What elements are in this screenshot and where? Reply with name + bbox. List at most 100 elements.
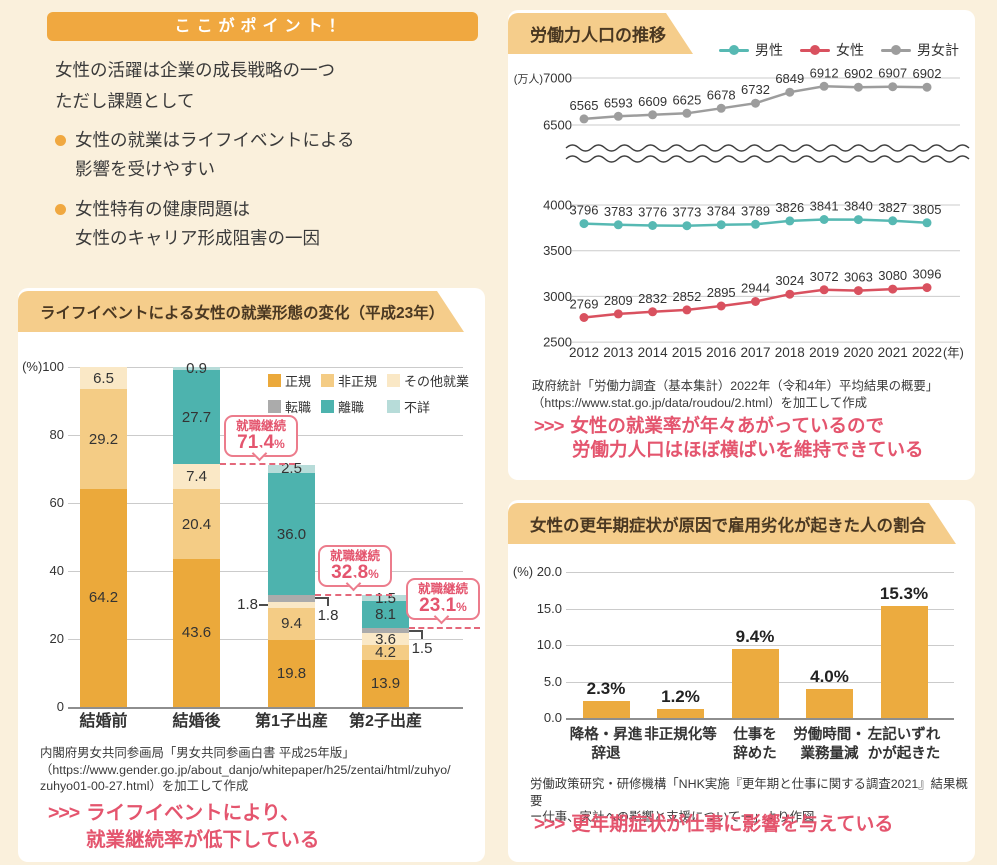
callout-value: 32.8% [331,562,379,583]
bar [731,649,779,718]
label-connector [409,630,422,632]
bar-segment-その他就業 [268,601,315,608]
svg-text:2012: 2012 [569,345,599,360]
arrow-icon: >>> [534,814,565,835]
legend-label: 不詳 [404,400,431,415]
bar [582,701,630,718]
svg-text:3000: 3000 [543,289,572,304]
svg-text:6912: 6912 [810,65,839,80]
svg-text:6732: 6732 [741,82,770,97]
category-label: 左記いずれ かが起きた [867,727,941,762]
svg-text:6678: 6678 [707,87,736,102]
bar-segment-離職 [173,370,220,465]
legend-item-女性: 女性 [800,40,864,60]
svg-text:3500: 3500 [543,243,572,258]
labor-conclusion: >>> 女性の就業率が年々あがっているので 労働力人口はほぼ横ばいを維持できている [534,414,924,462]
bar-segment-非正規 [268,607,315,640]
bullet-text: 女性特有の健康問題は 女性のキャリア形成阻害の一因 [75,199,320,248]
category-label: 降格・昇進 辞退 [569,727,643,762]
continuation-dashed-line [409,627,480,630]
bar-segment-離職 [362,600,409,629]
y-tick-label: (%) 20.0 [512,564,562,579]
svg-text:6593: 6593 [604,95,633,110]
menopause-bar-chart: (%) 20.0 15.0 10.0 5.0 0.0 2.3% 降格・昇進 辞退 1.2% 非正… [508,500,975,862]
arrow-icon: >>> [534,415,564,436]
bar-segment-非正規 [80,389,127,489]
bullet-dot-icon [55,135,66,146]
bar-segment-その他就業 [80,367,127,390]
svg-text:2852: 2852 [672,289,701,304]
legend-label: 女性 [836,42,864,58]
bar-segment-非正規 [173,489,220,559]
key-points-panel: ここがポイント！ 女性の活躍は企業の成長戦略の一つ ただし課題として 女性の就業… [18,10,485,278]
bar-value-label: 2.3% [586,679,626,699]
callout-label: 就職継続 [329,549,380,563]
labor-conclusion-line2: 労働力人口はほぼ横ばいを維持できている [572,439,924,460]
y-tick-label: 60 [49,495,64,510]
employment-conclusion: >>> ライフイベントにより、 就業継続率が低下している [48,800,319,854]
category-label: 第2子出産 [349,713,422,730]
svg-text:3826: 3826 [775,200,804,215]
labor-legend: 男性 女性 男女計 [719,40,959,60]
svg-text:2018: 2018 [775,345,805,360]
legend-label: 男女計 [917,42,959,58]
svg-text:3783: 3783 [604,204,633,219]
points-bullet-list: 女性の就業はライフイベントによる 影響を受けやすい 女性特有の健康問題は 女性のキ… [55,126,354,264]
legend-item-正規: 正規 [268,371,311,390]
svg-text:2895: 2895 [707,285,736,300]
grid-line [566,572,954,573]
legend-item-その他就業: その他就業 [387,371,469,390]
svg-text:2014: 2014 [638,345,669,360]
svg-text:2809: 2809 [604,293,633,308]
svg-text:6902: 6902 [913,66,942,81]
y-tick-label: 20 [49,631,64,646]
svg-text:2500: 2500 [543,335,572,350]
labor-chart-svg: (万人)7000 6500 4000 3500 3000 2500 3796 3783 3776… [514,65,970,360]
menopause-source: 労働政策研究・研修機構「NHK実施『更年期と仕事に関する調査2021』結果概要 … [530,777,968,824]
y-tick-label: 0 [56,699,64,714]
bar-segment-正規 [268,639,315,707]
points-intro: 女性の活躍は企業の成長戦略の一つ ただし課題として [55,60,335,111]
legend-item-離職: 離職 [321,397,377,416]
svg-text:3805: 3805 [913,202,942,217]
category-label: 第1子出産 [255,713,328,730]
svg-text:6565: 6565 [570,98,599,113]
y-tick-label: 0.0 [543,710,562,725]
employment-chart-title: ライフイベントによる女性の就業形態の変化（平成23年） [18,291,464,332]
employment-conclusion-line1: >>> ライフイベントにより、 [48,802,300,824]
menopause-conclusion-line1: >>> 更年期症状が仕事に影響を与えている [534,814,894,835]
svg-text:3773: 3773 [672,205,701,220]
bar-segment-その他就業 [362,633,409,646]
bar-segment-転職 [362,628,409,634]
arrow-icon: >>> [48,802,80,824]
svg-text:2021: 2021 [878,345,908,360]
menopause-chart-title: 女性の更年期症状が原因で雇用劣化が起きた人の割合 [508,503,956,544]
category-label: 非正規化等 [644,727,717,743]
y-tick-label: 15.0 [536,600,562,616]
svg-text:2832: 2832 [638,291,667,306]
labor-source: 政府統計「労働力調査（基本集計）2022年（令和4年）平均結果の概要」 （htt… [532,379,939,410]
svg-text:2017: 2017 [740,345,770,360]
bullet-dot-icon [55,204,66,215]
legend-line-icon [800,45,830,55]
bar [657,709,704,718]
grid-line [68,367,463,368]
y-tick-label: (%)100 [22,359,64,374]
svg-text:6849: 6849 [775,71,804,86]
svg-text:3789: 3789 [741,203,770,218]
bar-segment-不詳 [173,367,220,371]
svg-text:3827: 3827 [878,200,907,215]
menopause-conclusion: >>> 更年期症状が仕事に影響を与えている [534,812,893,837]
callout-value: 71.4% [237,432,285,453]
category-label: 結婚前 [79,713,128,730]
legend-swatch-icon [268,374,281,387]
callout-value: 23.1% [419,595,467,616]
svg-text:2016: 2016 [706,345,736,360]
svg-text:2020: 2020 [843,345,873,360]
svg-text:3840: 3840 [844,199,873,214]
labor-chart-title: 労働力人口の推移 [508,13,693,54]
grid-line [68,639,463,640]
bar-segment-正規 [80,488,127,707]
legend-swatch-icon [268,400,281,413]
